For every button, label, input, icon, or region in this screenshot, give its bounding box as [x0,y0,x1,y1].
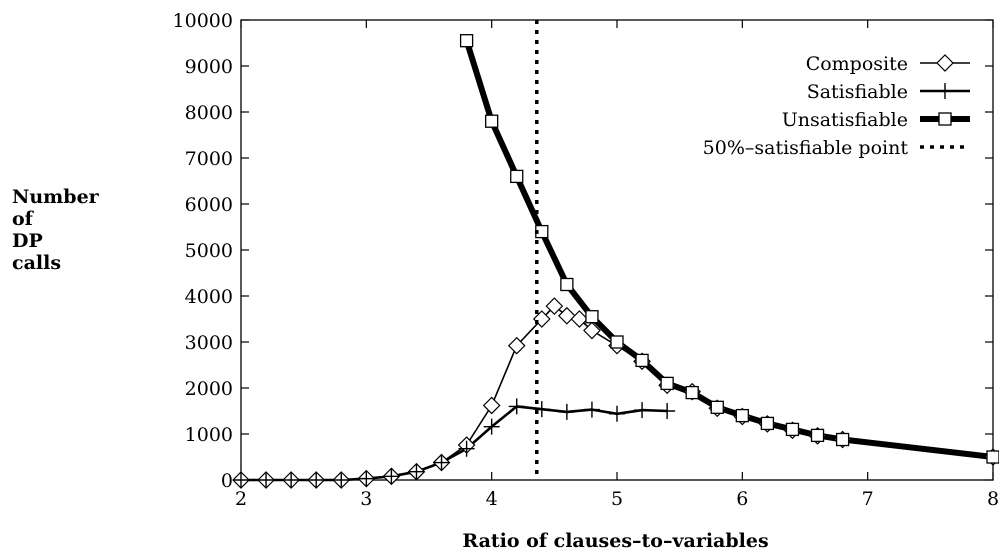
diamond-marker [507,336,526,355]
plus-marker [508,398,525,415]
y-axis-label-line: calls [12,252,62,274]
x-tick-label: 2 [235,488,247,510]
diamond-marker [936,54,954,72]
series-line-composite [241,305,994,481]
square-marker [938,112,952,126]
plus-marker [358,470,375,487]
series-line-unsatisfiable [463,39,994,460]
plus-marker [433,454,450,471]
series-layer [232,20,999,489]
diamond-marker [482,396,501,415]
y-tick-label: 10000 [173,10,233,32]
square-marker [459,34,474,48]
square-marker [760,416,775,431]
plus-marker [634,402,651,419]
y-tick-label: 0 [221,470,233,492]
square-marker [560,277,574,292]
plus-marker [283,472,300,488]
plus-marker [383,468,400,485]
y-tick-label: 4000 [185,286,233,308]
legend-label: 50%–satisfiable point [703,137,909,159]
square-marker [510,169,524,184]
x-tick-label: 6 [736,488,748,510]
plus-marker [333,472,350,488]
square-marker [986,450,999,464]
plus-marker [408,463,425,480]
diamond-marker [583,321,601,340]
square-marker [610,335,624,349]
plus-marker [233,472,249,488]
plus-marker [609,405,625,422]
y-tick-label: 5000 [185,240,233,262]
y-tick-label: 3000 [185,332,233,354]
plus-marker [937,83,953,99]
square-marker [710,400,724,414]
plus-marker [659,403,676,419]
plus-marker [533,401,550,418]
diamond-marker [545,297,564,315]
legend-label: Satisfiable [807,81,908,103]
legend-label: Composite [806,53,908,75]
diamond-marker [558,306,576,325]
y-tick-label: 6000 [185,194,233,216]
y-tick-label: 7000 [185,148,233,170]
plus-marker [483,418,500,435]
x-tick-label: 4 [486,488,498,510]
y-tick-label: 9000 [185,56,233,78]
square-marker [835,432,850,447]
square-marker [810,428,825,443]
plus-marker [258,472,275,488]
plus-marker [458,440,475,457]
square-marker [585,310,599,324]
series-line-satisfiable [241,405,668,482]
x-tick-label: 5 [611,488,623,510]
square-marker [785,422,800,437]
legend: Composite Satisfiable Unsatisfiable 50%–sat… [703,53,970,159]
y-tick-label: 1000 [185,424,233,446]
y-tick-label: 2000 [185,378,233,400]
y-tick-label: 8000 [185,102,233,124]
square-marker [485,114,499,128]
plus-marker [308,472,325,488]
x-axis-label: Ratio of clauses–to–variables [462,530,769,552]
square-marker [685,385,699,400]
x-tick-label: 8 [987,488,999,510]
square-marker [660,376,674,391]
y-axis-label-line: Number [12,186,99,208]
x-tick-label: 3 [360,488,372,510]
plus-marker [583,401,600,418]
y-axis-label-line: of [12,208,33,230]
y-axis-label: Number of DP calls [12,186,99,274]
y-axis-label-line: DP [12,230,43,252]
axis-ticks: 0 1000 2000 3000 4000 5000 6000 7000 8000 9000 100… [173,10,999,510]
square-marker [635,353,649,368]
x-tick-label: 7 [862,488,874,510]
diamond-marker [570,310,589,328]
plus-marker [558,403,575,420]
square-marker [735,408,749,423]
legend-label: Unsatisfiable [782,109,908,131]
